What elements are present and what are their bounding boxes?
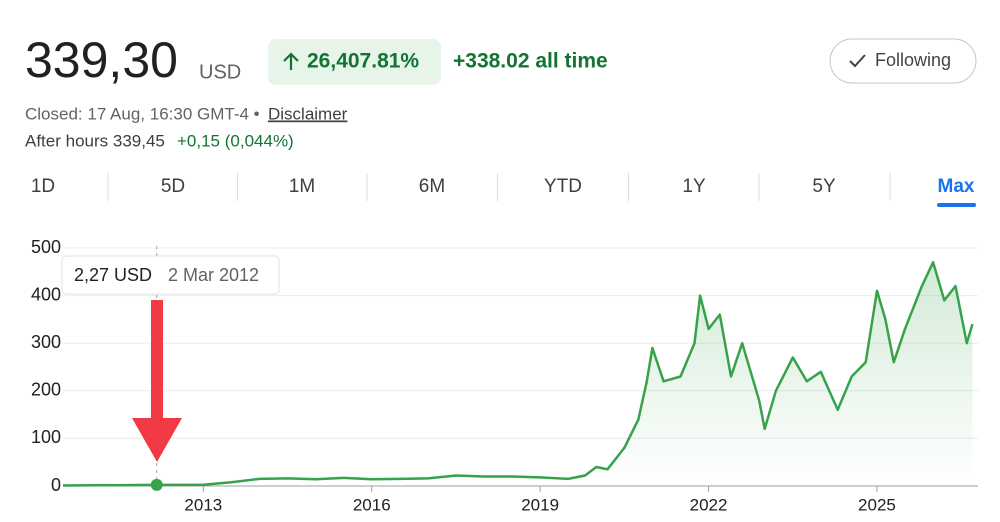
- tab[interactable]: 1M: [289, 176, 315, 197]
- tab[interactable]: 1Y: [682, 176, 706, 197]
- chart: 0 100 200 300 400 500 2013 2016 2019 2022 2025 2,27…: [31, 237, 978, 514]
- tab[interactable]: 5D: [161, 176, 185, 197]
- x-tick-label: 2019: [521, 495, 559, 514]
- change-badge: [268, 39, 441, 85]
- check-icon: [849, 54, 866, 68]
- x-tick-label: 2022: [690, 495, 728, 514]
- tab[interactable]: Max: [938, 176, 975, 197]
- y-tick-label: 100: [31, 427, 61, 447]
- change-pct: 26,407.81%: [307, 50, 419, 73]
- up-arrow: [283, 52, 299, 70]
- after-hours-change: +0,15 (0,044%): [177, 131, 294, 150]
- tab[interactable]: 6M: [419, 176, 445, 197]
- tooltip-date: 2 Mar 2012: [168, 265, 259, 285]
- follow-button[interactable]: [829, 38, 977, 84]
- y-tick-label: 500: [31, 237, 61, 257]
- follow-label[interactable]: Following: [875, 50, 951, 70]
- x-tick-label: 2016: [353, 495, 391, 514]
- tab[interactable]: 5Y: [812, 176, 836, 197]
- hover-point: [150, 478, 163, 491]
- change-abs: +338.02 all time: [453, 50, 608, 73]
- red-arrow: [132, 300, 182, 462]
- after-hours: After hours 339,45: [25, 131, 165, 150]
- area: [63, 262, 973, 486]
- closed-info: Closed: 17 Aug, 16:30 GMT-4 •: [25, 104, 260, 123]
- tooltip: [61, 255, 280, 295]
- y-tick-label: 200: [31, 380, 61, 400]
- disclaimer-link[interactable]: Disclaimer: [268, 104, 348, 123]
- tab-underline: [937, 203, 976, 207]
- price-line: [62, 261, 974, 487]
- range-tabs: 1D 5D 1M 6M YTD 1Y 5Y Max: [31, 173, 976, 207]
- y-tick-label: 300: [31, 332, 61, 352]
- price: 339,30: [25, 32, 178, 88]
- y-tick-label: 0: [51, 475, 61, 495]
- tooltip-value: 2,27 USD: [74, 265, 152, 285]
- y-tick-label: 400: [31, 284, 61, 304]
- x-tick-label: 2025: [858, 495, 896, 514]
- tab[interactable]: YTD: [544, 176, 582, 197]
- x-tick-label: 2013: [184, 495, 222, 514]
- tab[interactable]: 1D: [31, 176, 55, 197]
- currency: USD: [199, 61, 241, 83]
